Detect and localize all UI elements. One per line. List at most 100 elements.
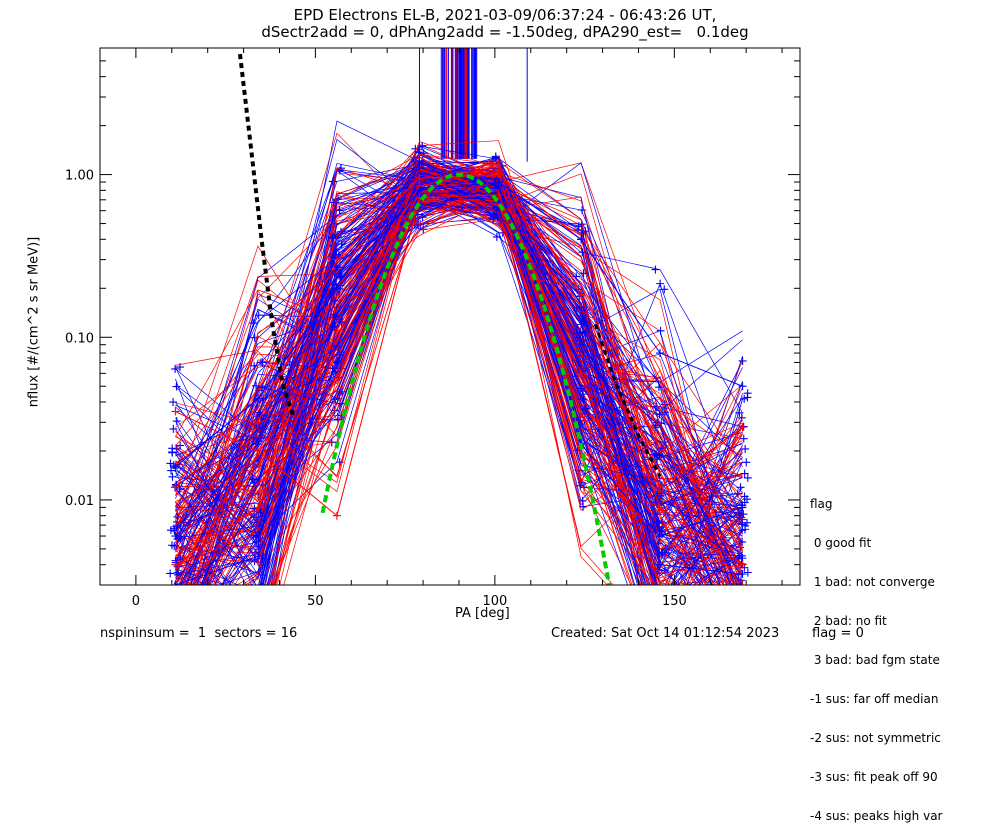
data-point <box>250 333 259 342</box>
data-point <box>173 614 181 622</box>
data-point <box>253 446 262 455</box>
data-point <box>419 149 428 158</box>
data-point <box>652 589 660 597</box>
data-point <box>258 358 267 367</box>
data-point <box>578 390 587 399</box>
data-point <box>415 186 424 195</box>
data-point <box>738 592 746 600</box>
data-point <box>169 595 177 603</box>
data-point <box>171 364 180 373</box>
data-point <box>743 568 752 577</box>
pad-trace-line <box>267 145 743 585</box>
legend-item-1: 1 bad: not converge <box>810 575 935 589</box>
data-point <box>168 472 177 481</box>
data-point <box>656 503 664 512</box>
data-point <box>415 163 424 172</box>
data-point <box>741 444 750 453</box>
data-point <box>653 603 661 611</box>
footer-spin-info: nspininsum = 1 sectors = 16 <box>100 626 298 641</box>
data-point <box>736 614 744 622</box>
data-point <box>656 560 664 569</box>
pad-trace-line <box>175 154 743 504</box>
data-point <box>166 526 175 535</box>
pad-trace-line <box>175 178 640 585</box>
data-point <box>168 448 177 457</box>
data-point <box>577 320 586 329</box>
data-point <box>167 466 176 475</box>
data-point <box>172 417 181 426</box>
data-point <box>743 473 752 482</box>
data-point <box>491 153 500 162</box>
x-tick-label: 150 <box>662 594 687 609</box>
data-point <box>252 585 260 593</box>
data-point <box>332 358 341 367</box>
data-point <box>738 503 747 512</box>
data-point <box>656 279 665 288</box>
pad-trace-line <box>175 181 743 468</box>
data-point <box>576 384 585 393</box>
data-point <box>253 440 262 449</box>
data-point <box>654 517 663 526</box>
legend-item-4: -1 sus: far off median <box>810 692 939 706</box>
data-point <box>491 205 500 214</box>
data-point <box>742 602 750 610</box>
data-layer <box>166 48 752 622</box>
data-point <box>171 407 180 416</box>
pad-trace-line <box>196 194 640 585</box>
data-point <box>171 462 180 471</box>
data-point <box>254 542 263 551</box>
data-point <box>253 418 262 427</box>
data-point <box>166 569 175 578</box>
data-point <box>415 174 424 183</box>
pad-trace-line <box>175 217 743 572</box>
data-point <box>171 483 180 492</box>
chart-title-line1: EPD Electrons EL-B, 2021-03-09/06:37:24 … <box>293 6 717 24</box>
data-point <box>169 398 178 407</box>
pad-trace-line <box>192 155 743 585</box>
data-point <box>171 560 180 569</box>
data-point <box>656 581 664 585</box>
data-point <box>738 560 747 569</box>
data-point <box>166 596 174 604</box>
data-point <box>259 603 267 611</box>
data-point <box>330 296 339 305</box>
data-point <box>651 596 659 604</box>
data-point <box>252 603 260 611</box>
pad-trace-line <box>247 185 715 585</box>
data-point <box>656 349 664 358</box>
pad-trace-line <box>175 168 743 566</box>
data-point <box>256 508 265 517</box>
data-point <box>332 326 341 335</box>
data-point <box>169 424 178 433</box>
data-point <box>738 570 747 579</box>
data-point <box>249 319 258 328</box>
data-point <box>736 576 745 585</box>
model-curve-right <box>593 323 662 477</box>
axis-layer: 0 50 100 150 0.01 0.10 1.00 <box>65 47 800 609</box>
data-point <box>489 214 498 223</box>
data-point <box>655 523 664 532</box>
pad-trace-line <box>191 169 741 585</box>
data-point <box>328 234 337 243</box>
y-axis-label: nflux [#/(cm^2 s sr MeV)] <box>26 236 42 408</box>
data-point <box>172 382 181 391</box>
pad-trace-line <box>181 163 743 585</box>
data-point <box>572 272 581 281</box>
data-point <box>738 537 747 546</box>
data-point <box>576 481 585 490</box>
pad-trace-line <box>175 190 743 496</box>
data-point <box>252 381 261 390</box>
data-point <box>336 272 345 281</box>
y-tick-label: 0.10 <box>65 331 94 346</box>
data-point <box>577 291 586 300</box>
pad-trace-line <box>175 153 707 585</box>
data-point <box>166 608 174 616</box>
data-point <box>494 190 503 199</box>
data-point <box>330 322 339 331</box>
pad-trace-line <box>175 179 743 577</box>
data-point <box>743 587 751 595</box>
data-point <box>658 549 667 558</box>
data-point <box>575 340 584 349</box>
data-point <box>660 566 669 575</box>
pad-trace-line <box>175 173 743 571</box>
